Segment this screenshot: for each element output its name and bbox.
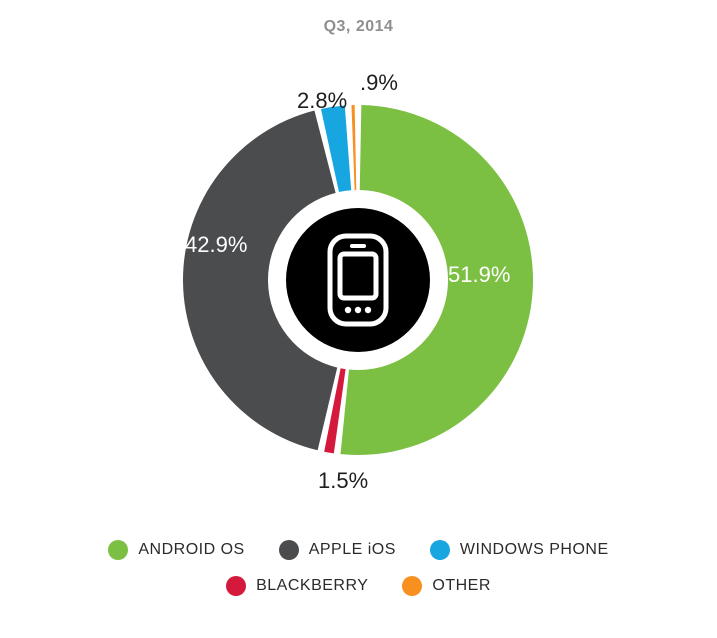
- legend: ANDROID OS APPLE iOS WINDOWS PHONE BLACKBER…: [0, 540, 717, 596]
- legend-label: WINDOWS PHONE: [460, 541, 609, 559]
- legend-label: OTHER: [432, 577, 491, 595]
- chart-container: { "chart": { "type": "pie", "title": "Q3…: [0, 0, 717, 638]
- legend-item-other: OTHER: [402, 576, 491, 596]
- legend-swatch: [108, 540, 128, 560]
- legend-item-blackberry: BLACKBERRY: [226, 576, 368, 596]
- slice-label-android-os: 51.9%: [448, 262, 510, 288]
- slice-label-other: .9%: [360, 70, 398, 96]
- legend-label: BLACKBERRY: [256, 577, 368, 595]
- legend-label: APPLE iOS: [309, 541, 396, 559]
- legend-swatch: [226, 576, 246, 596]
- donut-chart: [0, 0, 583, 505]
- legend-item-windows-phone: WINDOWS PHONE: [430, 540, 609, 560]
- legend-item-android-os: ANDROID OS: [108, 540, 244, 560]
- slice-label-windows-phone: 2.8%: [297, 88, 347, 114]
- slice-label-blackberry: 1.5%: [318, 468, 368, 494]
- legend-swatch: [279, 540, 299, 560]
- donut-svg: [0, 0, 717, 520]
- legend-item-apple-ios: APPLE iOS: [279, 540, 396, 560]
- legend-swatch: [402, 576, 422, 596]
- slice-other: [351, 105, 356, 190]
- slice-label-apple-ios: 42.9%: [185, 232, 247, 258]
- legend-swatch: [430, 540, 450, 560]
- center-disc: [286, 208, 430, 352]
- legend-label: ANDROID OS: [138, 541, 244, 559]
